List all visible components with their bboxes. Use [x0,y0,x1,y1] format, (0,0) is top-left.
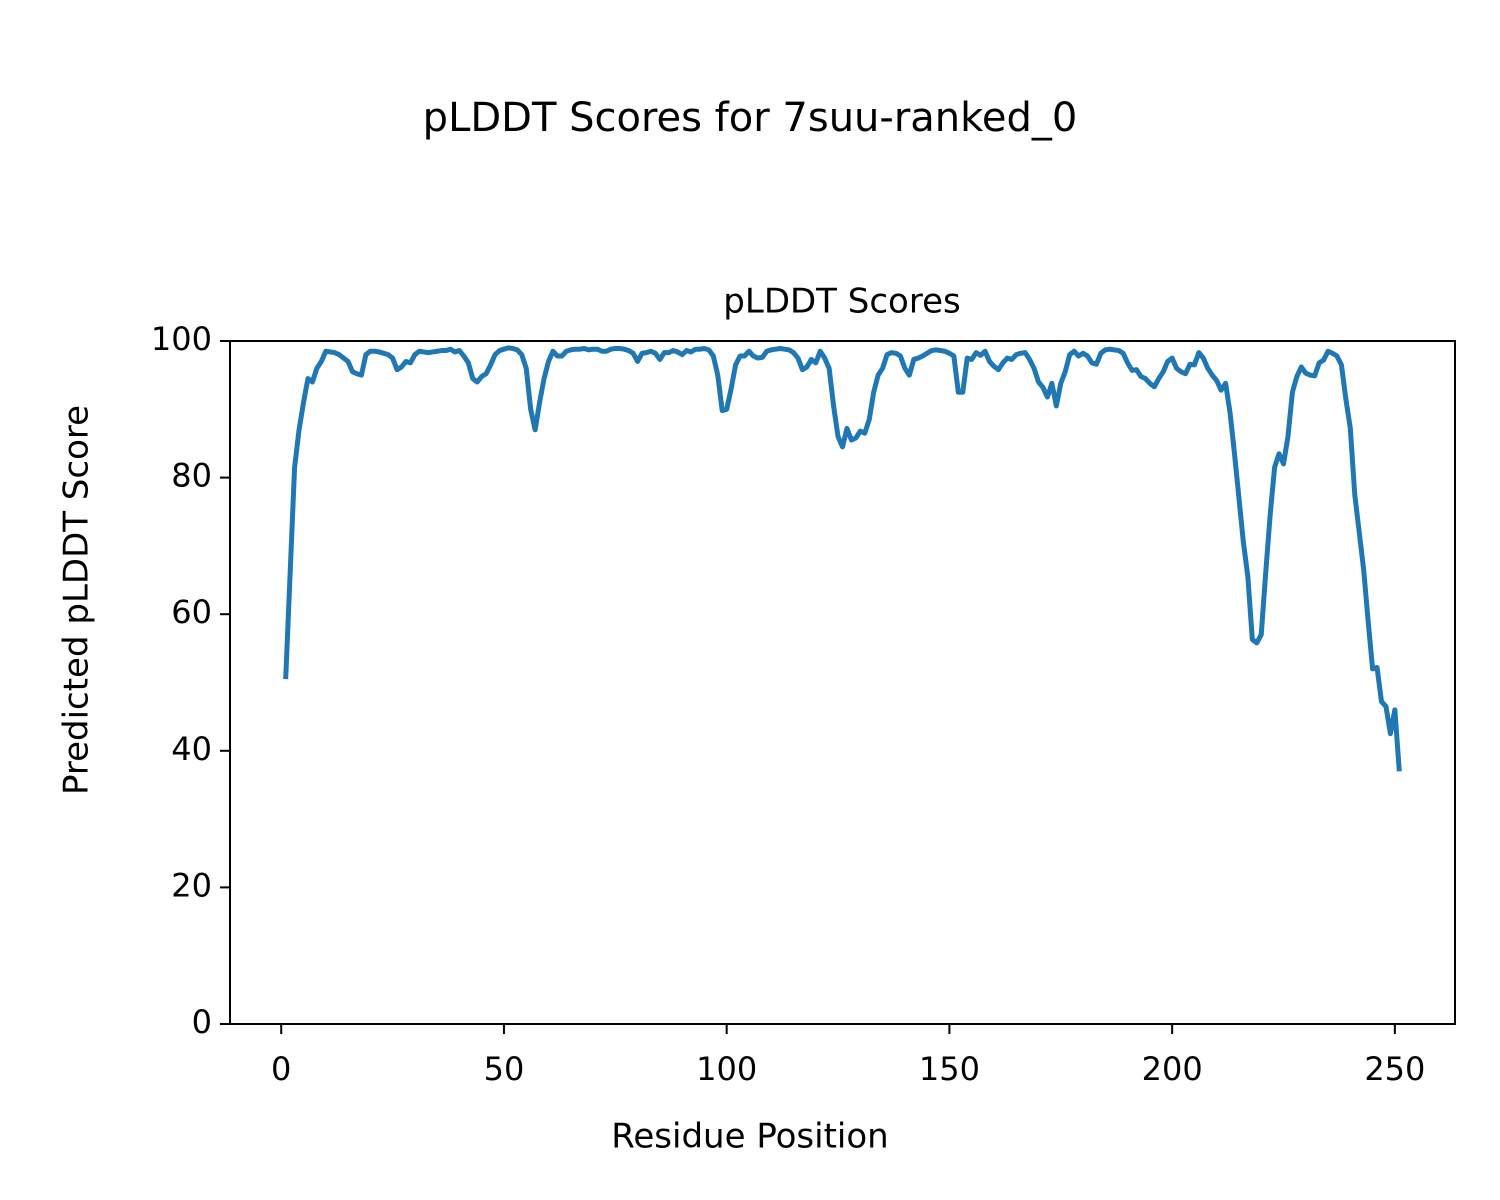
y-tick-label: 40 [171,730,212,768]
y-tick-label: 0 [192,1003,212,1041]
plot-frame [229,340,1456,1025]
y-axis-label: Predicted pLDDT Score [57,405,97,795]
y-tick-label: 100 [151,320,212,358]
axes-title: pLDDT Scores [723,282,960,322]
y-tick-label: 20 [171,866,212,904]
x-tick-label: 100 [696,1050,757,1088]
score-line [283,345,1402,772]
figure-title: pLDDT Scores for 7suu-ranked_0 [423,95,1078,141]
x-tick-label: 0 [271,1050,291,1088]
x-tick-label: 200 [1142,1050,1203,1088]
x-tick-label: 50 [484,1050,525,1088]
y-tick-label: 80 [171,457,212,495]
x-axis-label: Residue Position [611,1117,888,1157]
x-tick-label: 250 [1364,1050,1425,1088]
x-tick-label: 150 [919,1050,980,1088]
y-tick-label: 60 [171,593,212,631]
